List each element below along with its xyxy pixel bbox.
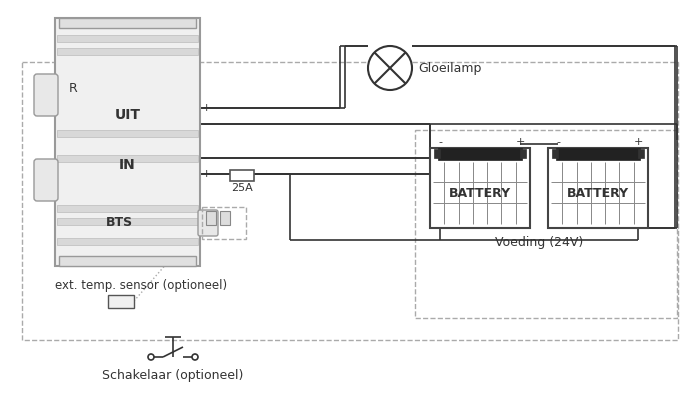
Bar	[57, 205, 198, 212]
Bar	[55, 18, 200, 266]
Text: UIT: UIT	[115, 108, 141, 122]
FancyBboxPatch shape	[198, 210, 218, 236]
Circle shape	[368, 46, 412, 90]
Bar	[438, 148, 522, 160]
Bar	[430, 148, 530, 228]
Bar	[206, 211, 216, 225]
Text: Schakelaar (optioneel): Schakelaar (optioneel)	[102, 369, 244, 381]
Bar	[548, 148, 648, 228]
Text: +: +	[202, 103, 211, 113]
Bar	[57, 48, 198, 55]
Bar	[57, 238, 198, 245]
Text: BATTERY: BATTERY	[449, 186, 511, 200]
Bar	[552, 149, 558, 158]
Bar	[108, 295, 134, 308]
FancyBboxPatch shape	[34, 159, 58, 201]
Bar	[638, 149, 644, 158]
Text: R: R	[69, 81, 78, 95]
Bar	[22, 62, 678, 340]
Text: -: -	[556, 137, 560, 147]
Text: -: -	[202, 153, 206, 163]
Text: 25A: 25A	[231, 183, 253, 193]
Bar	[57, 155, 198, 162]
Bar	[59, 256, 196, 266]
Circle shape	[148, 354, 154, 360]
Text: ext. temp. sensor (optioneel): ext. temp. sensor (optioneel)	[55, 278, 227, 291]
Text: BATTERY: BATTERY	[567, 186, 629, 200]
Bar	[556, 148, 640, 160]
Bar	[230, 170, 254, 181]
Text: -: -	[202, 119, 206, 129]
Bar	[57, 130, 198, 137]
Text: Voeding (24V): Voeding (24V)	[495, 235, 583, 249]
Bar	[57, 218, 198, 225]
Text: Gloeilamp: Gloeilamp	[418, 61, 482, 75]
Bar	[415, 130, 677, 318]
Circle shape	[192, 354, 198, 360]
Bar	[59, 18, 196, 28]
Bar	[434, 149, 440, 158]
Text: +: +	[634, 137, 643, 147]
Bar	[520, 149, 526, 158]
Text: +: +	[515, 137, 525, 147]
Text: BTS: BTS	[106, 215, 133, 229]
Bar	[220, 211, 230, 225]
Bar	[202, 207, 246, 239]
Text: IN: IN	[119, 158, 136, 172]
Text: -: -	[438, 137, 442, 147]
Bar	[57, 35, 198, 42]
Text: +: +	[202, 169, 211, 179]
FancyBboxPatch shape	[34, 74, 58, 116]
